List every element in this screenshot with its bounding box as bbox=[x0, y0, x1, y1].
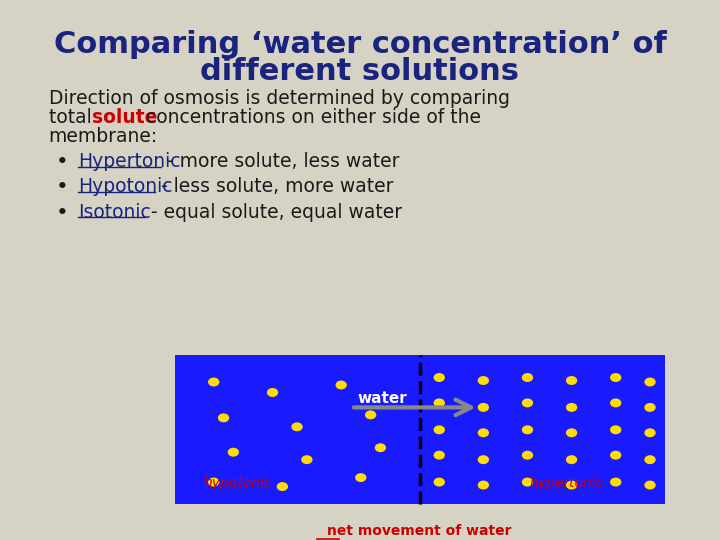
Circle shape bbox=[522, 426, 533, 434]
Circle shape bbox=[610, 399, 621, 407]
Text: Comparing ‘water concentration’ of: Comparing ‘water concentration’ of bbox=[53, 30, 667, 59]
Circle shape bbox=[433, 399, 445, 407]
Circle shape bbox=[433, 451, 445, 460]
Circle shape bbox=[228, 448, 239, 457]
Text: •: • bbox=[55, 152, 68, 172]
Circle shape bbox=[433, 477, 445, 487]
Text: - equal solute, equal water: - equal solute, equal water bbox=[145, 202, 402, 221]
Text: net movement of water: net movement of water bbox=[328, 524, 512, 538]
Circle shape bbox=[644, 428, 656, 437]
Circle shape bbox=[566, 481, 577, 490]
Circle shape bbox=[566, 455, 577, 464]
Circle shape bbox=[218, 414, 229, 422]
Text: Direction of osmosis is determined by comparing: Direction of osmosis is determined by co… bbox=[49, 90, 510, 109]
Circle shape bbox=[477, 455, 489, 464]
Circle shape bbox=[433, 373, 445, 382]
Circle shape bbox=[276, 482, 288, 491]
Circle shape bbox=[477, 481, 489, 490]
Text: different solutions: different solutions bbox=[200, 57, 520, 86]
Text: Hypotonic: Hypotonic bbox=[78, 178, 173, 197]
Circle shape bbox=[355, 473, 366, 482]
Circle shape bbox=[610, 477, 621, 487]
Circle shape bbox=[566, 376, 577, 385]
Text: - less solute, more water: - less solute, more water bbox=[156, 178, 394, 197]
Circle shape bbox=[433, 426, 445, 434]
Text: solute: solute bbox=[91, 109, 157, 127]
Circle shape bbox=[301, 455, 312, 464]
Text: Hypertonic: Hypertonic bbox=[78, 152, 181, 171]
Circle shape bbox=[522, 477, 533, 487]
Circle shape bbox=[610, 426, 621, 434]
Circle shape bbox=[644, 377, 656, 387]
Circle shape bbox=[477, 376, 489, 385]
Text: concentrations on either side of the: concentrations on either side of the bbox=[140, 109, 481, 127]
Text: membrane:: membrane: bbox=[49, 127, 158, 146]
Text: Isotonic: Isotonic bbox=[78, 202, 151, 221]
Circle shape bbox=[292, 422, 302, 431]
Circle shape bbox=[522, 451, 533, 460]
Text: •: • bbox=[55, 202, 68, 222]
Circle shape bbox=[610, 373, 621, 382]
Circle shape bbox=[477, 428, 489, 437]
Circle shape bbox=[566, 403, 577, 412]
Circle shape bbox=[374, 443, 386, 452]
Circle shape bbox=[566, 428, 577, 437]
Circle shape bbox=[267, 388, 278, 397]
Circle shape bbox=[522, 373, 533, 382]
Text: •: • bbox=[55, 178, 68, 198]
Text: hypotonic: hypotonic bbox=[204, 476, 272, 490]
Circle shape bbox=[208, 477, 220, 487]
Text: hypertonic: hypertonic bbox=[530, 476, 604, 490]
FancyBboxPatch shape bbox=[174, 355, 665, 504]
Text: total: total bbox=[49, 109, 97, 127]
Circle shape bbox=[522, 399, 533, 407]
Circle shape bbox=[477, 403, 489, 412]
Circle shape bbox=[644, 455, 656, 464]
Circle shape bbox=[610, 451, 621, 460]
Circle shape bbox=[644, 481, 656, 490]
Circle shape bbox=[336, 381, 347, 389]
Circle shape bbox=[208, 377, 220, 387]
Circle shape bbox=[644, 403, 656, 412]
Text: - more solute, less water: - more solute, less water bbox=[161, 152, 399, 171]
Circle shape bbox=[365, 410, 377, 420]
Text: water: water bbox=[358, 391, 408, 406]
